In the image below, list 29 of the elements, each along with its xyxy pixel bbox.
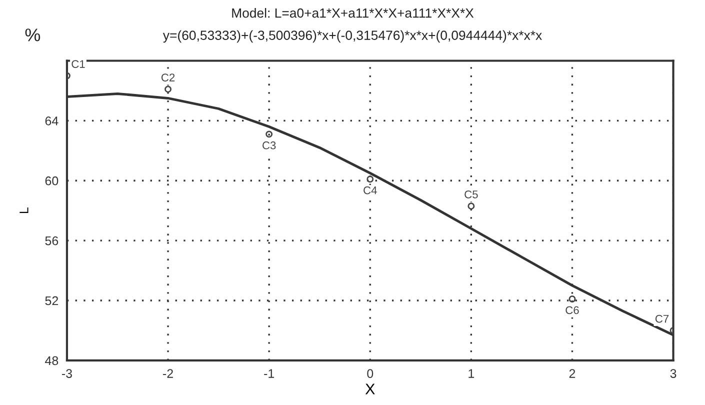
x-tick-label: -3 <box>62 369 72 378</box>
x-tick-label: 3 <box>670 369 676 378</box>
y-tick-label: 52 <box>45 296 58 306</box>
annotation: C7 <box>655 314 669 323</box>
x-tick-label: -2 <box>163 369 173 378</box>
annotation: C6 <box>566 306 579 314</box>
annotation: C4 <box>364 186 377 194</box>
point <box>366 176 374 183</box>
y-tick-label: 64 <box>45 116 58 126</box>
x-axis-title: X <box>365 384 375 394</box>
chart-subtitle: y=(60,53333)+(-3,500396)*x+(-0,315476)*x*x+(0,0944444)*x*x*x <box>162 30 542 43</box>
annotation: C2 <box>161 74 175 82</box>
x-tick-label: 1 <box>468 369 474 378</box>
point <box>164 86 172 93</box>
annotation: C1 <box>72 60 85 68</box>
text: % <box>25 28 40 42</box>
x-tick-label: 2 <box>569 369 576 378</box>
y-tick-label: 56 <box>45 236 58 246</box>
chart-title: Model: L=a0+a1*X+a11*X*X+a111*X*X*X <box>232 8 474 18</box>
point <box>468 202 475 210</box>
y-tick-label: 60 <box>45 176 58 186</box>
y-tick-label: 48 <box>45 356 58 366</box>
x-tick-label: -1 <box>264 369 274 378</box>
annotation: C5 <box>464 190 478 198</box>
x-tick-label: 0 <box>367 369 374 378</box>
y-axis-title: L <box>20 208 28 214</box>
point <box>568 296 576 302</box>
point <box>266 130 273 138</box>
annotation: C3 <box>262 141 276 150</box>
